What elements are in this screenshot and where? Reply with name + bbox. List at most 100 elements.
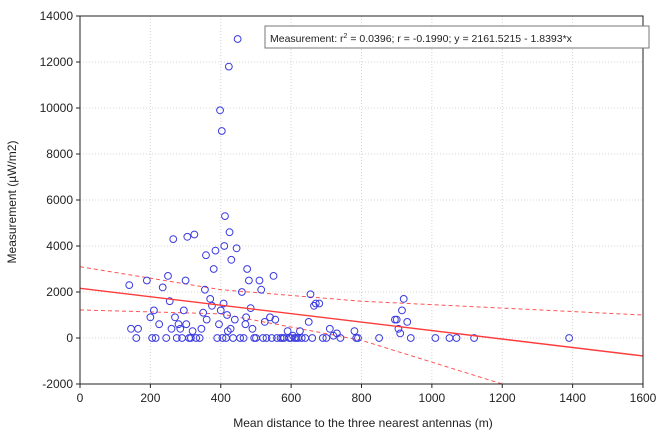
scatter-point <box>171 313 179 322</box>
scatter-point <box>183 232 192 241</box>
scatter-point <box>132 334 141 342</box>
scatter-point <box>221 212 229 221</box>
annotation-box: Measurement: r2 = 0.0396; r = -0.1990; y… <box>264 25 650 49</box>
scatter-point <box>350 327 359 336</box>
annotation-equation: y = 2161.5215 - 1.8393*x <box>454 33 572 45</box>
scatter-point <box>217 127 226 135</box>
scatter-point <box>237 288 246 296</box>
scatter-point <box>165 297 174 306</box>
scatter-point <box>266 313 274 322</box>
scatter-point <box>396 329 405 338</box>
scatter-point <box>202 315 211 324</box>
scatter-point <box>215 320 223 329</box>
scatter-point <box>216 106 224 115</box>
scatter-point <box>181 276 190 285</box>
scatter-point <box>169 235 178 244</box>
y-tick-label: 14000 <box>40 9 74 23</box>
x-tick-label: 600 <box>281 391 301 405</box>
scatter-point <box>186 334 195 342</box>
scatter-point <box>206 295 215 303</box>
x-tick-label: 200 <box>140 391 160 405</box>
y-tick-label: 12000 <box>40 55 74 69</box>
scatter-point <box>308 334 317 342</box>
scatter-point <box>283 327 292 336</box>
confidence-band-upper <box>80 266 643 316</box>
y-tick-label: 4000 <box>46 239 73 253</box>
scatter-point <box>167 324 176 333</box>
scatter-point <box>248 324 257 333</box>
scatter-point <box>322 334 331 342</box>
scatter-point <box>158 283 167 292</box>
x-tick-label: 1600 <box>630 391 657 405</box>
scatter-point <box>219 299 228 308</box>
scatter-point <box>226 324 235 333</box>
scatter-point <box>227 255 236 264</box>
scatter-point <box>296 327 304 336</box>
scatter-point <box>151 334 160 342</box>
scatter-point <box>220 242 229 250</box>
annotation-r2-prefix: r <box>340 33 344 45</box>
scatter-point <box>306 290 315 299</box>
scatter-point <box>470 334 479 342</box>
annotation-r2-value: = 0.0396; <box>347 33 394 45</box>
scatter-point <box>216 306 225 315</box>
y-axis-title: Measurement (µW/m2) <box>5 141 19 264</box>
scatter-point <box>209 265 218 273</box>
scatter-point <box>315 299 324 308</box>
scatter-point <box>179 306 188 315</box>
scatter-point <box>197 324 206 333</box>
scatter-point <box>260 318 269 326</box>
x-tick-label: 1000 <box>419 391 446 405</box>
scatter-point <box>297 334 306 342</box>
scatter-point <box>223 311 231 319</box>
annotation-label: Measurement: <box>270 33 337 45</box>
scatter-point <box>172 334 181 342</box>
scatter-point <box>202 251 210 260</box>
scatter-point <box>218 334 227 342</box>
scatter-point <box>336 334 345 342</box>
y-tick-label: -2000 <box>42 377 73 391</box>
scatter-point <box>259 334 267 342</box>
scatter-point <box>565 334 574 342</box>
scatter-point <box>269 272 278 280</box>
scatter-point <box>190 230 199 239</box>
x-tick-label: 400 <box>211 391 231 405</box>
x-tick-label: 1400 <box>559 391 586 405</box>
scatter-point <box>392 315 401 324</box>
scatter-point <box>162 334 171 342</box>
scatter-point <box>236 334 245 342</box>
y-tick-label: 8000 <box>46 147 73 161</box>
scatter-point <box>155 320 164 329</box>
x-tick-label: 800 <box>351 391 371 405</box>
scatter-point <box>398 306 406 315</box>
scatter-point <box>255 276 264 285</box>
scatter-point <box>267 334 276 342</box>
scatter-point <box>232 244 241 253</box>
scatter-point <box>199 308 208 317</box>
scatter-point <box>257 285 266 294</box>
scatter-point <box>148 334 157 342</box>
scatter-point <box>176 324 185 333</box>
scatter-point <box>239 334 248 342</box>
scatter-point <box>243 265 252 273</box>
scatter-point <box>325 324 334 333</box>
scatter-point <box>406 334 415 342</box>
scatter-point <box>192 334 201 342</box>
scatter-point <box>125 281 134 290</box>
scatter-point <box>134 324 142 333</box>
scatter-point <box>271 315 280 324</box>
scatter-point <box>311 299 320 308</box>
scatter-point <box>304 318 313 326</box>
annotation-r2-exp: 2 <box>344 33 348 40</box>
scatter-point <box>318 334 327 342</box>
y-tick-label: 2000 <box>46 285 73 299</box>
scatter-point <box>242 313 250 322</box>
scatter-point <box>208 301 216 310</box>
x-tick-label: 1200 <box>489 391 516 405</box>
scatter-point <box>174 320 183 329</box>
scatter-point <box>142 276 151 285</box>
scatter-point <box>182 320 191 329</box>
scatter-point <box>403 318 412 326</box>
